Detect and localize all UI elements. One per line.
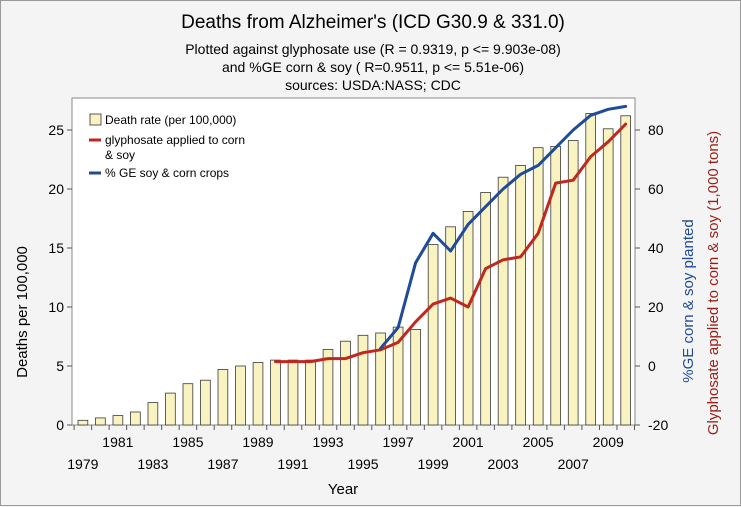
bar-1981 [112, 415, 124, 426]
bar-1988 [235, 365, 246, 426]
bar-2010 [620, 115, 631, 426]
bar-1996 [375, 332, 386, 426]
y-right-tick-label: -20 [648, 417, 668, 433]
x-tick-label: 1987 [207, 456, 238, 472]
y-right-tick-label: 80 [648, 122, 664, 138]
bar-1989 [252, 362, 264, 426]
bar-1994 [340, 340, 351, 426]
x-tick-label: 2003 [488, 456, 519, 472]
bar-2002 [480, 192, 491, 426]
legend-background [88, 104, 302, 181]
bar-2001 [462, 210, 474, 426]
y-left-tick-label: 10 [48, 299, 64, 315]
x-tick-label: 1983 [137, 456, 168, 472]
bar-2003 [497, 176, 509, 426]
bar-2004 [515, 164, 526, 426]
bar-1990 [270, 359, 281, 426]
legend-swatch-death-rate [89, 113, 102, 126]
bar-2007 [567, 140, 579, 426]
y-left-tick-label: 5 [56, 358, 64, 374]
bar-1979 [77, 419, 89, 426]
bar-1992 [305, 359, 316, 426]
y-left-tick-label: 25 [48, 122, 64, 138]
bar-1986 [200, 379, 211, 426]
bar-1993 [322, 349, 334, 426]
bar-2006 [550, 146, 561, 426]
chart-subtitle-line-1: Plotted against glyphosate use (R = 0.93… [185, 41, 561, 57]
x-tick-label: 1979 [67, 456, 98, 472]
bar-2009 [602, 128, 614, 426]
x-tick-label: 1989 [242, 434, 273, 450]
bar-2000 [445, 226, 456, 426]
x-tick-label: 2009 [593, 434, 624, 450]
x-tick-label: 1981 [102, 434, 133, 450]
x-tick-label: 2005 [523, 434, 554, 450]
x-axis-label: Year [328, 481, 358, 498]
bar-1987 [217, 369, 229, 426]
legend-label-ge-crops: % GE soy & corn crops [105, 166, 229, 180]
y-left-tick-label: 15 [48, 240, 64, 256]
bar-1985 [182, 383, 194, 426]
legend-label-glyphosate-line-2: & soy [105, 148, 135, 162]
bar-2005 [532, 147, 544, 426]
y-right-tick-label: 0 [648, 358, 656, 374]
legend-label-death-rate: Death rate (per 100,000) [105, 113, 236, 127]
x-tick-label: 1993 [312, 434, 343, 450]
y-axis-right-inner-label: %GE corn & soy planted [680, 219, 697, 382]
chart-subtitle-line-3: sources: USDA:NASS; CDC [285, 77, 461, 93]
x-tick-label: 1985 [172, 434, 203, 450]
bar-1983 [147, 402, 159, 426]
bar-1999 [427, 244, 439, 426]
x-tick-label: 1991 [277, 456, 308, 472]
bar-1995 [357, 334, 369, 426]
x-tick-label: 1995 [347, 456, 378, 472]
ge-crops-line [379, 104, 628, 350]
y-right-tick-label: 20 [648, 299, 664, 315]
x-tick-label: 1997 [382, 434, 413, 450]
y-left-tick-label: 0 [56, 417, 64, 433]
bar-1982 [130, 411, 141, 426]
y-left-tick-label: 20 [48, 181, 64, 197]
bar-2008 [585, 113, 596, 426]
bar-1984 [165, 392, 176, 426]
bar-1980 [95, 417, 106, 426]
chart-title: Deaths from Alzheimer's (ICD G30.9 & 331… [181, 12, 565, 33]
legend-label-glyphosate-line-1: glyphosate applied to corn [105, 133, 245, 147]
x-tick-label: 2007 [558, 456, 589, 472]
chart-subtitle-line-2: and %GE corn & soy ( R=0.9511, p <= 5.51… [222, 59, 524, 75]
bar-1998 [410, 328, 421, 426]
y-axis-left-label: Deaths per 100,000 [14, 246, 31, 378]
y-right-tick-label: 40 [648, 240, 664, 256]
bar-1991 [287, 359, 299, 426]
x-tick-label: 2001 [453, 434, 484, 450]
y-right-tick-label: 60 [648, 181, 664, 197]
legend: Death rate (per 100,000) glyphosate appl… [88, 104, 302, 181]
glyphosate-line [274, 122, 628, 364]
x-tick-label: 1999 [418, 456, 449, 472]
y-axis-right-outer-label: Glyphosate applied to corn & soy (1,000 … [705, 131, 722, 435]
